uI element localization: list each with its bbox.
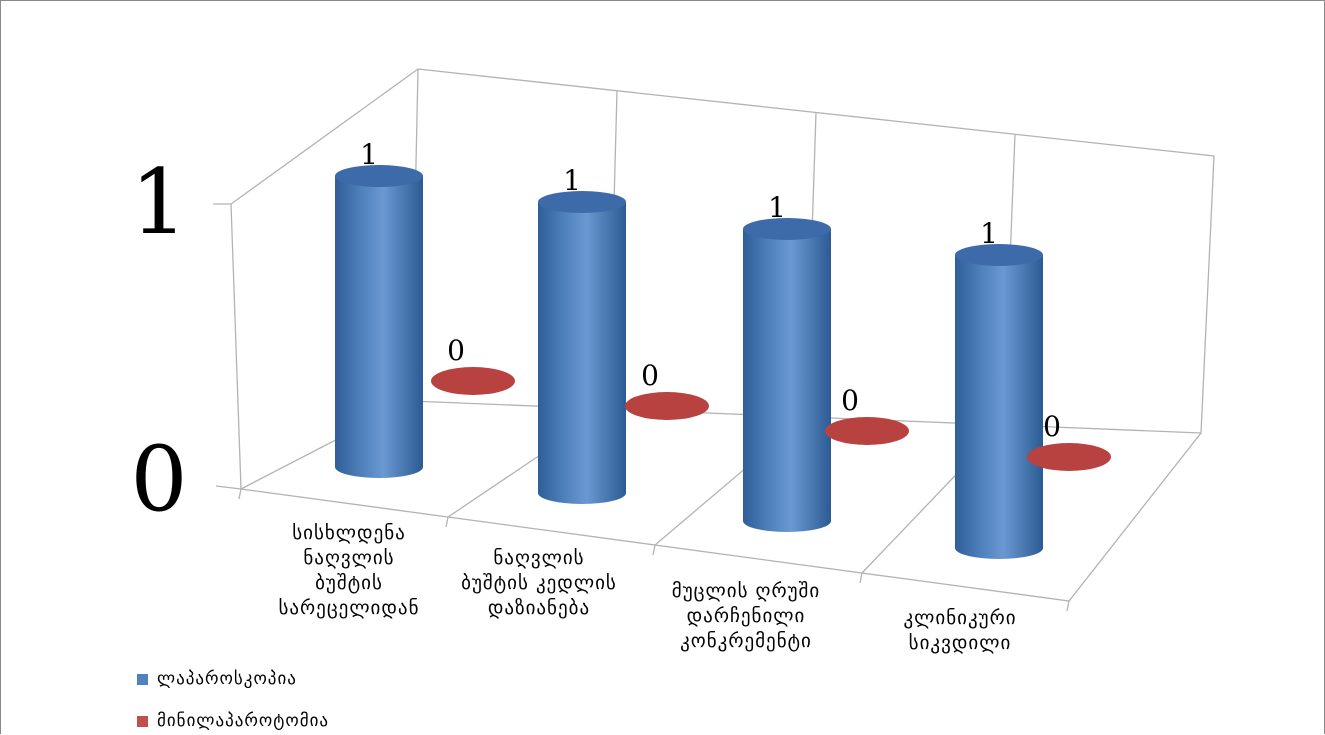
y-tick-label-1: 1	[130, 150, 187, 255]
bar-laparoscopy-2	[743, 218, 831, 532]
legend-label-minilaparotomy: მინილაპაროტომია	[157, 711, 330, 731]
category-label-2: მუცლის ღრუში დარჩენილი კონკრემენტი	[671, 580, 821, 652]
legend-swatch-laparoscopy	[137, 673, 148, 685]
x-tick-mark	[652, 544, 656, 556]
legend-item-minilaparotomy: მინილაპაროტომია	[137, 711, 329, 731]
data-label-minilaparotomy-3: 0	[1043, 410, 1061, 443]
bar-minilaparotomy-0	[431, 367, 515, 395]
data-label-minilaparotomy-2: 0	[841, 384, 859, 417]
x-tick-mark	[238, 488, 242, 500]
bar-laparoscopy-3	[955, 244, 1043, 559]
bar-body	[955, 255, 1043, 559]
data-label-laparoscopy-3: 1	[980, 217, 998, 250]
data-label-laparoscopy-2: 1	[768, 191, 786, 224]
bar-body	[743, 229, 831, 532]
category-label-3: კლინიკური სიკვდილი	[903, 607, 1017, 654]
bar-top	[743, 218, 831, 240]
data-label-minilaparotomy-1: 0	[641, 359, 659, 392]
bar-laparoscopy-0	[335, 165, 423, 478]
bar-minilaparotomy-2	[825, 417, 909, 445]
x-tick-mark	[1066, 600, 1070, 612]
data-label-laparoscopy-0: 1	[360, 138, 378, 171]
bar-minilaparotomy-3	[1027, 443, 1111, 471]
bar-laparoscopy-1	[538, 191, 626, 504]
bar-top	[955, 244, 1043, 266]
bar-minilaparotomy-1	[625, 392, 709, 420]
bar-body	[538, 202, 626, 504]
category-label-1: ნაღვლის ბუშტის კედლის დაზიანება	[461, 547, 617, 619]
bar-top	[335, 165, 423, 187]
data-label-minilaparotomy-0: 0	[447, 334, 465, 367]
legend-swatch-minilaparotomy	[137, 715, 148, 727]
y-tick-label-0: 0	[130, 427, 187, 532]
chart-marks: 1 0 1 1 1 1 0 0 0 0	[130, 138, 1111, 559]
legend-label-laparoscopy: ლაპაროსკოპია	[157, 669, 297, 689]
data-label-laparoscopy-1: 1	[563, 164, 581, 197]
legend-item-laparoscopy: ლაპაროსკოპია	[137, 669, 297, 689]
x-tick-mark	[445, 516, 449, 528]
x-tick-mark	[859, 572, 863, 584]
bar-top	[538, 191, 626, 213]
y-tick-mark-0	[215, 485, 242, 490]
bar-body	[335, 176, 423, 478]
category-label-0: სისხლდენა ნაღვლის ბუშტის სარეცელიდან	[278, 522, 420, 619]
